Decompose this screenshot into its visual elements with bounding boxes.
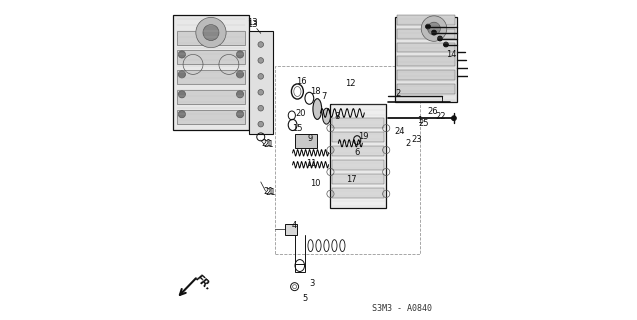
Text: 2: 2 [396,89,401,98]
Polygon shape [333,118,384,128]
Circle shape [236,71,243,78]
Text: 21: 21 [266,188,276,197]
Circle shape [452,116,456,121]
Text: 1: 1 [417,116,423,125]
Ellipse shape [322,108,331,124]
Circle shape [258,90,264,95]
Text: 25: 25 [418,119,429,128]
Polygon shape [249,31,273,134]
Polygon shape [285,224,297,235]
Text: 21: 21 [264,140,274,149]
Text: 23: 23 [412,135,422,144]
Text: 18: 18 [310,87,321,96]
Circle shape [178,91,185,98]
Text: 6: 6 [354,148,360,157]
Polygon shape [397,28,455,38]
Polygon shape [397,43,455,52]
Circle shape [196,17,226,48]
Polygon shape [397,70,455,80]
Circle shape [258,105,264,111]
Polygon shape [177,51,245,64]
Polygon shape [333,132,384,142]
Polygon shape [333,174,384,184]
Circle shape [236,51,243,58]
Circle shape [178,111,185,118]
Polygon shape [294,134,317,148]
Polygon shape [177,31,245,44]
Polygon shape [397,56,455,67]
Text: 15: 15 [292,124,303,132]
Polygon shape [397,15,455,25]
Circle shape [258,42,264,47]
Circle shape [258,74,264,79]
Circle shape [178,71,185,78]
Text: 26: 26 [427,107,438,116]
Text: 2: 2 [406,139,411,148]
Polygon shape [333,160,384,170]
Polygon shape [177,90,245,104]
Text: 24: 24 [394,127,404,136]
Text: 19: 19 [358,132,369,141]
Text: 11: 11 [306,159,317,168]
Text: 13: 13 [247,18,258,28]
Ellipse shape [313,99,322,119]
Polygon shape [396,17,457,102]
Text: 21: 21 [261,139,272,148]
Polygon shape [177,70,245,84]
Circle shape [438,36,442,41]
Polygon shape [397,84,455,94]
Circle shape [427,22,440,35]
Text: 5: 5 [303,294,308,303]
Circle shape [178,51,185,58]
Text: 12: 12 [345,79,355,88]
Circle shape [443,42,448,47]
Text: 7: 7 [322,92,327,101]
Polygon shape [177,110,245,124]
Polygon shape [331,104,386,208]
Text: 14: 14 [446,50,456,59]
Circle shape [426,24,431,29]
Text: 3: 3 [309,279,315,288]
Text: 21: 21 [264,187,274,196]
Text: S3M3 - A0840: S3M3 - A0840 [372,304,432,313]
Text: 20: 20 [296,108,306,117]
Text: 17: 17 [347,175,357,184]
Circle shape [258,58,264,63]
Text: 13: 13 [247,20,258,28]
Circle shape [236,91,243,98]
Text: 16: 16 [296,77,306,86]
Polygon shape [173,15,249,130]
Polygon shape [333,146,384,156]
Text: 9: 9 [308,133,313,143]
Polygon shape [333,188,384,198]
Circle shape [203,25,219,41]
Text: 10: 10 [310,179,321,188]
Circle shape [236,111,243,118]
Text: FR.: FR. [193,273,213,292]
Text: 4: 4 [292,221,297,230]
Circle shape [432,30,436,35]
Circle shape [258,121,264,127]
Text: 22: 22 [436,112,446,121]
Circle shape [421,16,447,41]
Text: 8: 8 [334,113,340,122]
